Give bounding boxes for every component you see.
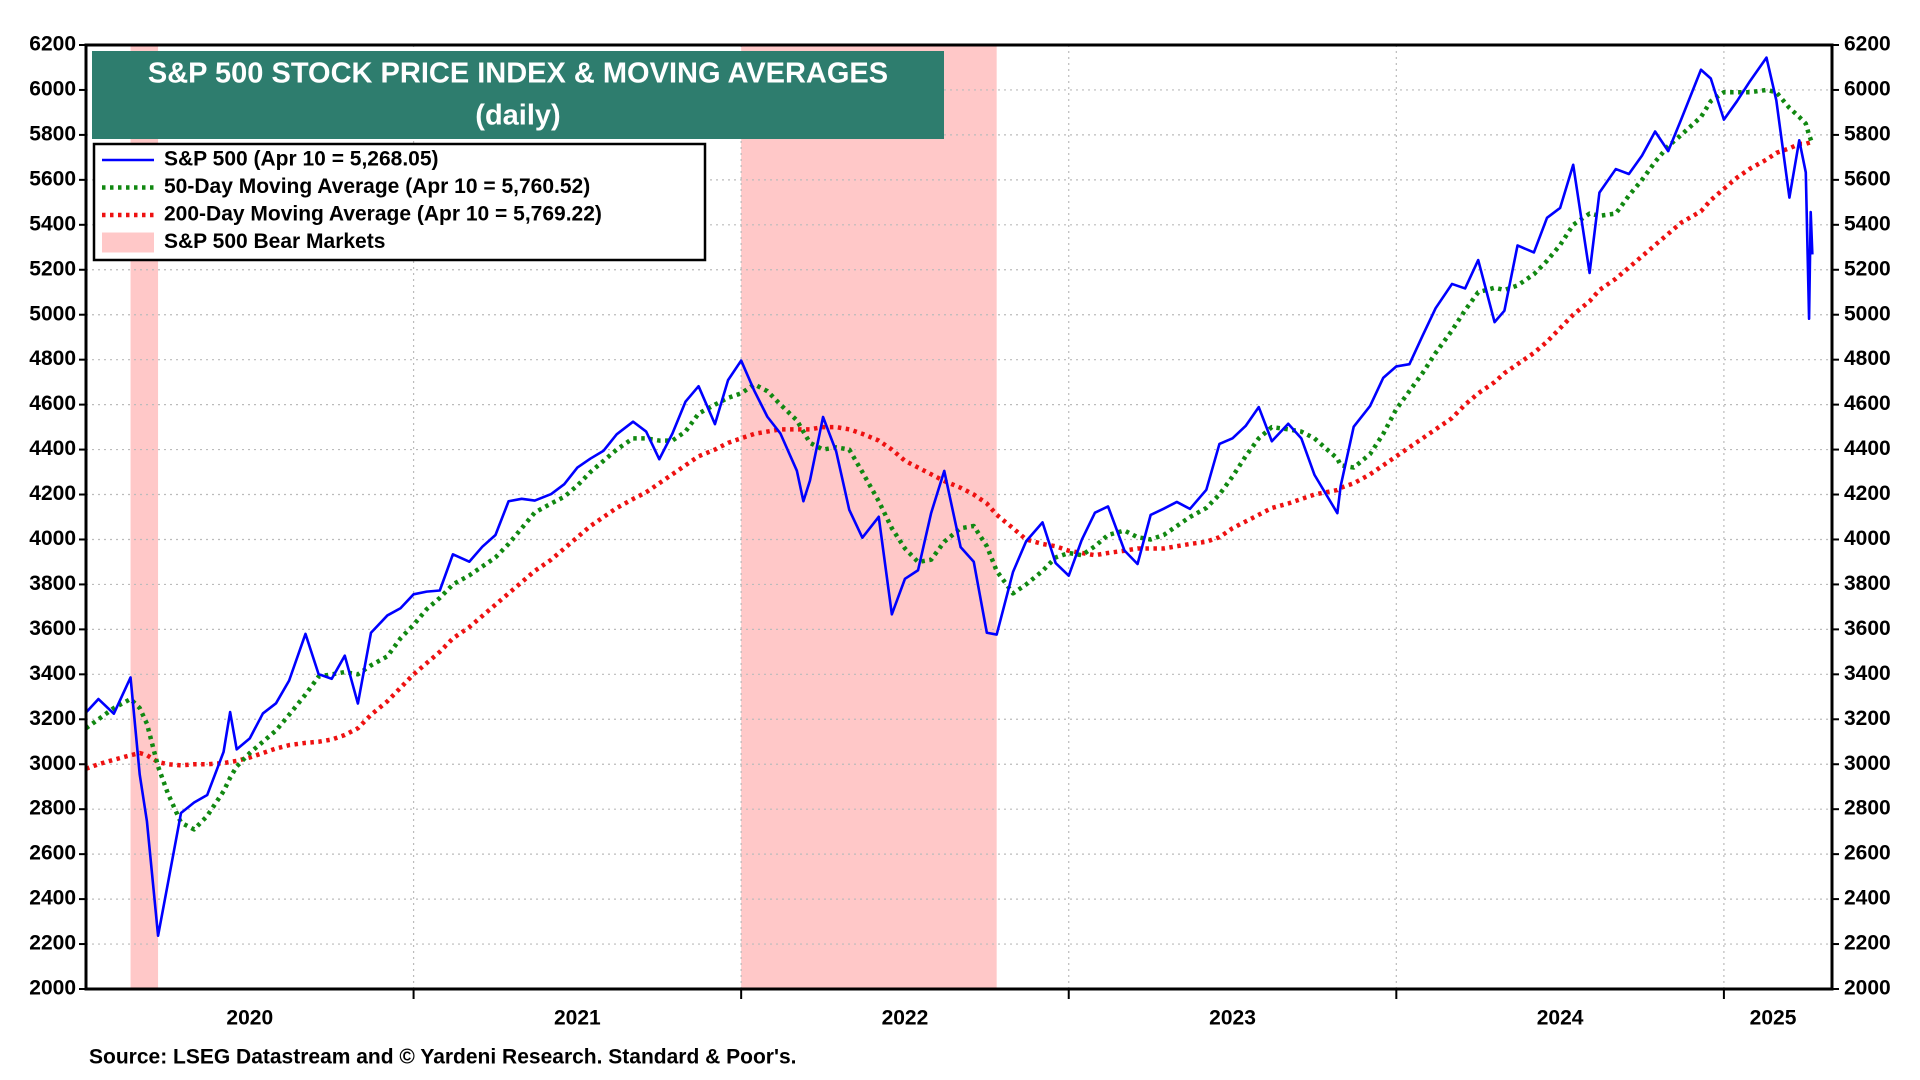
y-tick-label: 6000	[29, 77, 76, 100]
y2-tick-label: 5000	[1844, 302, 1891, 325]
y2-tick-label: 3800	[1844, 572, 1891, 595]
y2-tick-label: 2400	[1844, 887, 1891, 910]
y2-tick-label: 3200	[1844, 707, 1891, 730]
legend: S&P 500 (Apr 10 = 5,268.05) 50-Day Moving…	[92, 142, 707, 262]
y2-tick-label: 2800	[1844, 797, 1891, 820]
y2-tick-label: 3000	[1844, 752, 1891, 775]
x-tick-label: 2022	[882, 1007, 929, 1030]
y-tick-label: 3000	[29, 752, 76, 775]
y-tick-label: 3800	[29, 572, 76, 595]
y2-tick-label: 5600	[1844, 167, 1891, 190]
y-tick-label: 2600	[29, 842, 76, 865]
legend-label: 50-Day Moving Average (Apr 10 = 5,760.52…	[164, 175, 590, 198]
x-tick-label: 2024	[1537, 1007, 1584, 1030]
x-tick-label: 2023	[1209, 1007, 1256, 1030]
y-tick-label: 5800	[29, 122, 76, 145]
y2-tick-label: 5200	[1844, 257, 1891, 280]
y2-tick-label: 2000	[1844, 977, 1891, 1000]
y-tick-label: 3400	[29, 662, 76, 685]
legend-label: S&P 500 (Apr 10 = 5,268.05)	[164, 148, 439, 171]
bear-market-band	[741, 45, 997, 989]
title-box	[92, 51, 944, 139]
x-tick-label: 2021	[554, 1007, 601, 1030]
legend-box	[92, 142, 707, 262]
chart-subtitle: (daily)	[475, 100, 560, 132]
y2-tick-label: 3400	[1844, 662, 1891, 685]
source-note: Source: LSEG Datastream and © Yardeni Re…	[89, 1046, 796, 1069]
x-tick-label: 2020	[226, 1007, 273, 1030]
y-tick-label: 5200	[29, 257, 76, 280]
plot-frame	[84, 43, 1834, 991]
axes-layer: 2000 2000 2200 2200 2400 2400 2600 2600 2800 2800…	[29, 33, 1890, 1030]
series-line	[84, 87, 1815, 832]
y-tick-label: 6200	[29, 33, 76, 56]
chart-title: S&P 500 STOCK PRICE INDEX & MOVING AVERA…	[148, 58, 888, 90]
y-tick-label: 4000	[29, 527, 76, 550]
y-tick-label: 5000	[29, 302, 76, 325]
legend-label: 200-Day Moving Average (Apr 10 = 5,769.2…	[164, 203, 602, 226]
lines-layer	[84, 56, 1815, 938]
y-tick-label: 4800	[29, 347, 76, 370]
y-tick-label: 2000	[29, 977, 76, 1000]
y2-tick-label: 5400	[1844, 212, 1891, 235]
series-line	[85, 56, 1814, 938]
y2-tick-label: 4200	[1844, 482, 1891, 505]
y2-tick-label: 4400	[1844, 437, 1891, 460]
y-tick-label: 5600	[29, 167, 76, 190]
legend-label: S&P 500 Bear Markets	[164, 230, 385, 253]
y-tick-label: 3200	[29, 707, 76, 730]
y2-tick-label: 2200	[1844, 932, 1891, 955]
y2-tick-label: 4600	[1844, 392, 1891, 415]
series-line	[85, 139, 1814, 771]
y-tick-label: 2400	[29, 887, 76, 910]
y2-tick-label: 5800	[1844, 122, 1891, 145]
y-tick-label: 4200	[29, 482, 76, 505]
y2-tick-label: 2600	[1844, 842, 1891, 865]
y-tick-label: 2800	[29, 797, 76, 820]
y-tick-label: 2200	[29, 932, 76, 955]
x-tick-label: 2025	[1750, 1007, 1797, 1030]
y2-tick-label: 6000	[1844, 77, 1891, 100]
y-tick-label: 4600	[29, 392, 76, 415]
y2-tick-label: 4000	[1844, 527, 1891, 550]
y-tick-label: 3600	[29, 617, 76, 640]
y2-tick-label: 6200	[1844, 33, 1891, 56]
y-tick-label: 4400	[29, 437, 76, 460]
y-tick-label: 5400	[29, 212, 76, 235]
legend-swatch	[102, 232, 154, 253]
y2-tick-label: 3600	[1844, 617, 1891, 640]
y2-tick-label: 4800	[1844, 347, 1891, 370]
